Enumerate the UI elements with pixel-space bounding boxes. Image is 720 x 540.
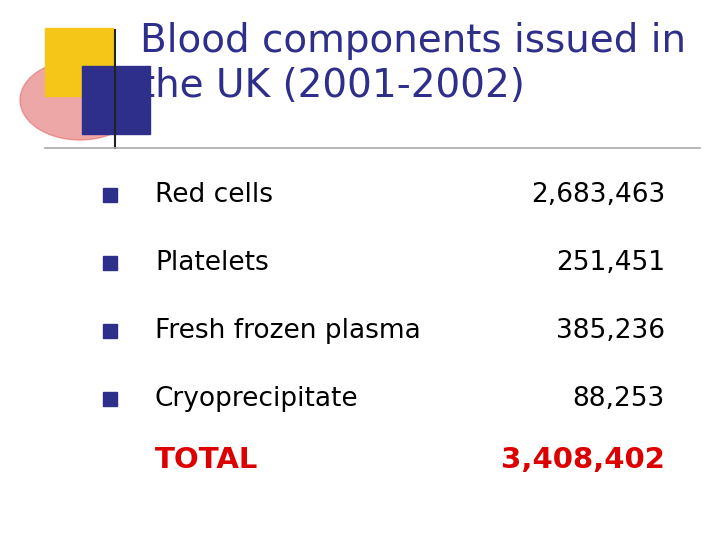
Text: Cryoprecipitate: Cryoprecipitate (155, 386, 359, 412)
FancyBboxPatch shape (103, 392, 117, 406)
FancyBboxPatch shape (103, 324, 117, 338)
FancyBboxPatch shape (82, 66, 150, 134)
Text: Fresh frozen plasma: Fresh frozen plasma (155, 318, 420, 344)
FancyBboxPatch shape (103, 188, 117, 202)
Ellipse shape (20, 60, 140, 140)
FancyBboxPatch shape (45, 28, 113, 96)
Text: Blood components issued in
the UK (2001-2002): Blood components issued in the UK (2001-… (140, 22, 686, 105)
Text: 385,236: 385,236 (556, 318, 665, 344)
Text: 251,451: 251,451 (556, 250, 665, 276)
Text: Red cells: Red cells (155, 182, 273, 208)
Text: 3,408,402: 3,408,402 (501, 446, 665, 474)
Text: 88,253: 88,253 (572, 386, 665, 412)
Text: 2,683,463: 2,683,463 (531, 182, 665, 208)
Text: Platelets: Platelets (155, 250, 269, 276)
FancyBboxPatch shape (103, 256, 117, 270)
Text: TOTAL: TOTAL (155, 446, 258, 474)
